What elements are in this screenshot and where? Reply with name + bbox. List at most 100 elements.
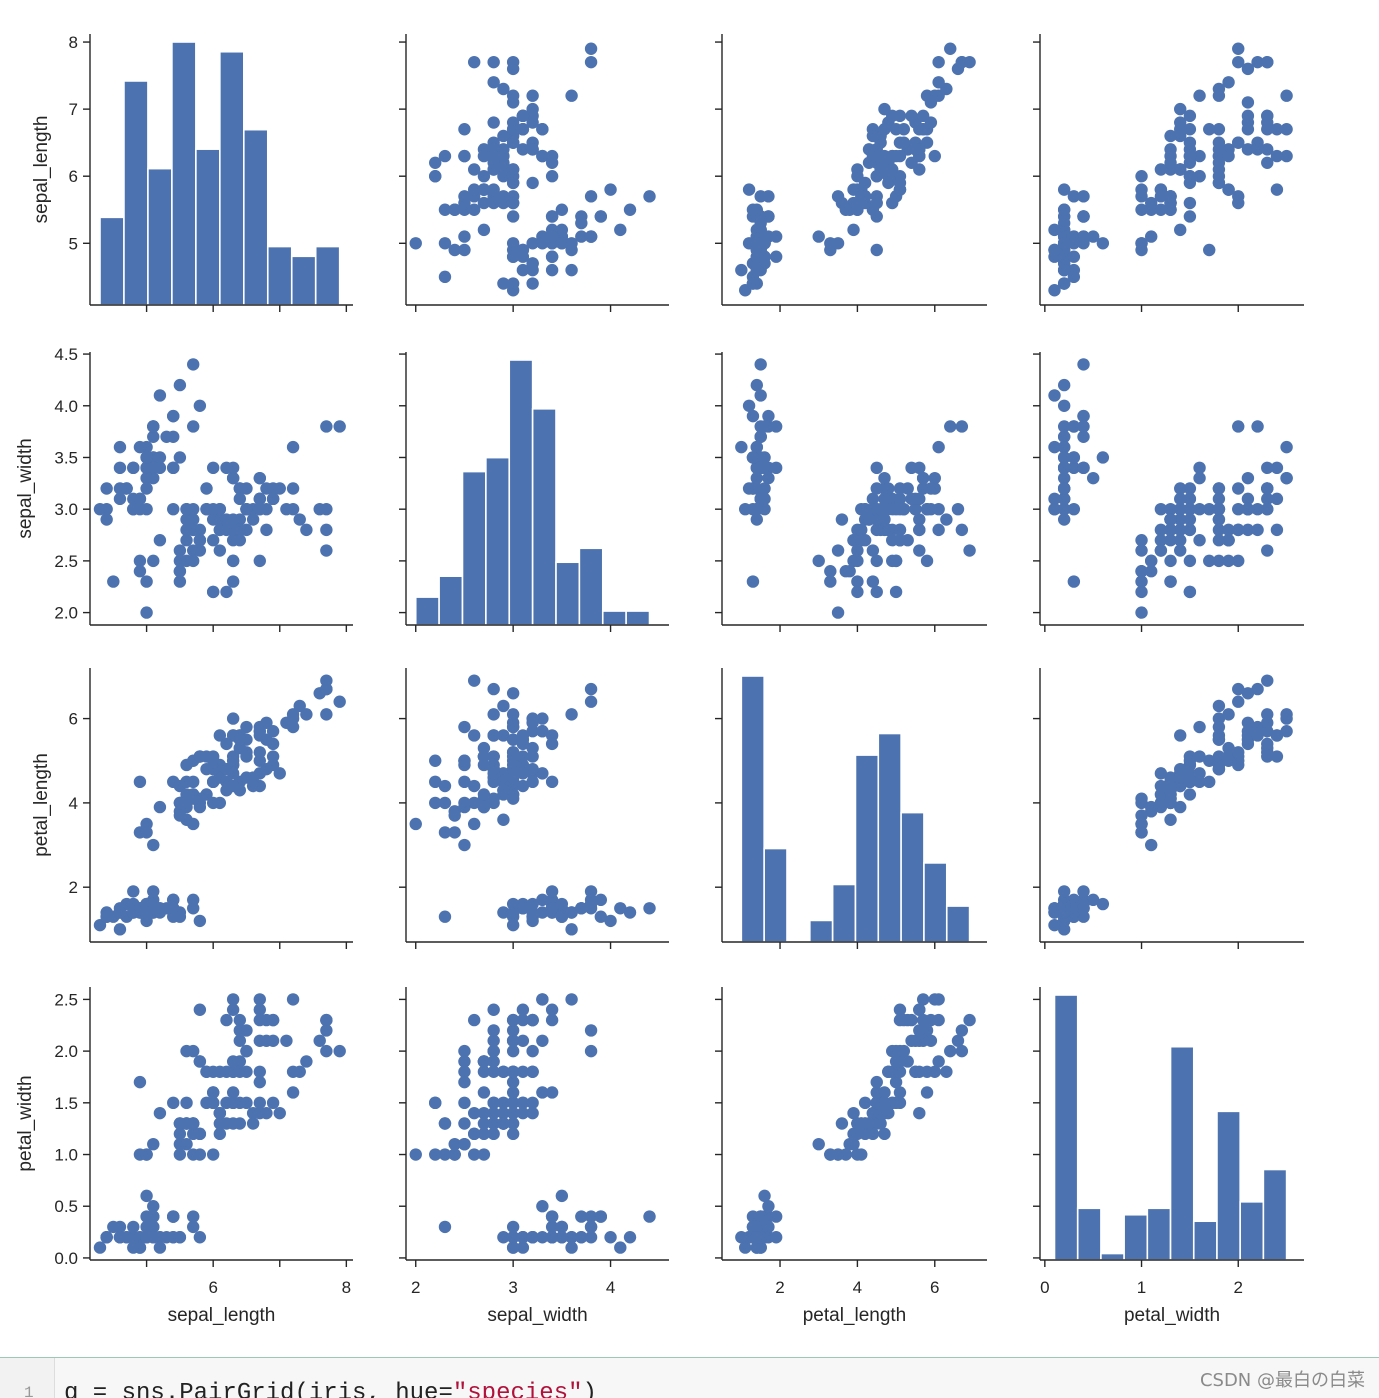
scatter-point <box>448 1137 461 1151</box>
y-tick-label: 4 <box>69 794 78 813</box>
scatter-point <box>1280 149 1293 163</box>
y-tick-label: 2.0 <box>54 604 78 623</box>
scatter-point <box>147 897 160 911</box>
scatter-point <box>545 1231 559 1244</box>
scatter-point <box>584 230 598 243</box>
scatter-point <box>955 420 969 433</box>
scatter-point <box>187 502 200 516</box>
scatter-point <box>1154 767 1168 780</box>
scatter-point <box>147 554 160 568</box>
scatter-point <box>467 163 481 176</box>
panel-petal_width-vs-petal_length: 2 4 6 <box>715 987 987 1297</box>
scatter-point <box>886 1044 899 1058</box>
scatter-point <box>320 502 333 516</box>
scatter-point <box>1183 123 1197 136</box>
scatter-point <box>1174 102 1187 116</box>
scatter-point <box>1241 96 1255 109</box>
scatter-point <box>1077 461 1090 475</box>
scatter-point <box>497 784 510 797</box>
scatter-point <box>516 109 530 123</box>
scatter-point <box>913 544 926 557</box>
scatter-point <box>1203 554 1216 568</box>
scatter-point <box>1241 523 1255 537</box>
scatter-point <box>1203 775 1216 789</box>
panel-petal_length-vs-petal_length <box>715 668 987 949</box>
scatter-point <box>497 1065 510 1078</box>
y-tick-label: 8 <box>69 33 78 52</box>
scatter-point <box>127 502 140 516</box>
scatter-point <box>1135 565 1148 578</box>
scatter-point <box>1212 513 1226 526</box>
scatter-point <box>565 708 578 721</box>
scatter-point <box>604 914 617 928</box>
scatter-point <box>153 389 167 402</box>
y-axis-label: petal_length <box>31 753 52 857</box>
scatter-point <box>1057 237 1071 250</box>
scatter-point <box>1135 575 1148 588</box>
scatter-point <box>735 440 748 454</box>
scatter-point <box>1183 554 1197 568</box>
scatter-point <box>1212 554 1226 568</box>
scatter-point <box>516 123 530 136</box>
scatter-point <box>153 1106 167 1120</box>
scatter-point <box>536 906 549 919</box>
scatter-point <box>545 885 559 898</box>
scatter-point <box>193 1003 207 1016</box>
scatter-point <box>913 523 926 537</box>
code-prefix: g = sns.PairGrid(iris, hue= <box>64 1380 453 1398</box>
histogram-bar <box>219 50 245 306</box>
scatter-point <box>1251 729 1264 742</box>
scatter-point <box>831 606 845 619</box>
scatter-point <box>1154 534 1168 547</box>
code-line[interactable]: g = sns.PairGrid(iris, hue="species") <box>64 1380 597 1398</box>
histogram-bar <box>438 575 464 626</box>
scatter-point <box>545 230 559 243</box>
scatter-point <box>113 440 127 454</box>
scatter-point <box>565 89 578 102</box>
scatter-point <box>320 1013 333 1027</box>
scatter-point <box>233 733 247 746</box>
scatter-point <box>1057 203 1071 216</box>
scatter-point <box>320 523 333 537</box>
scatter-point <box>133 1241 147 1254</box>
scatter-point <box>233 1024 247 1037</box>
scatter-point <box>594 910 608 923</box>
scatter-point <box>438 203 452 216</box>
scatter-point <box>429 170 442 183</box>
scatter-point <box>545 1003 559 1016</box>
scatter-point <box>133 1075 147 1089</box>
scatter-point <box>147 1137 160 1151</box>
scatter-point <box>847 1106 860 1120</box>
scatter-point <box>133 554 147 568</box>
scatter-point <box>584 55 598 69</box>
x-tick-label: 3 <box>508 1278 517 1297</box>
scatter-point <box>1251 55 1264 69</box>
scatter-point <box>467 1106 481 1120</box>
scatter-point <box>1154 788 1168 801</box>
scatter-point <box>1057 263 1071 277</box>
code-editor-strip[interactable]: 1 g = sns.PairGrid(iris, hue="species") … <box>0 1357 1379 1398</box>
scatter-point <box>213 796 227 810</box>
scatter-point <box>187 513 200 526</box>
histogram-bar <box>1146 1207 1172 1261</box>
y-tick-label: 6 <box>69 167 78 186</box>
scatter-point <box>477 1117 491 1130</box>
scatter-point <box>1261 716 1274 729</box>
scatter-point <box>870 243 883 257</box>
scatter-point <box>1183 170 1197 183</box>
scatter-point <box>253 1096 266 1110</box>
scatter-point <box>458 775 471 789</box>
scatter-point <box>526 716 539 729</box>
scatter-point <box>536 1034 549 1047</box>
scatter-point <box>746 451 760 464</box>
scatter-point <box>160 430 173 443</box>
scatter-point <box>893 534 907 547</box>
scatter-point <box>878 471 891 485</box>
scatter-point <box>140 1148 153 1161</box>
scatter-point <box>113 923 127 936</box>
scatter-point <box>497 813 510 826</box>
scatter-point <box>266 750 280 763</box>
scatter-point <box>516 243 530 257</box>
scatter-point <box>1183 585 1197 599</box>
scatter-point <box>1057 277 1071 290</box>
